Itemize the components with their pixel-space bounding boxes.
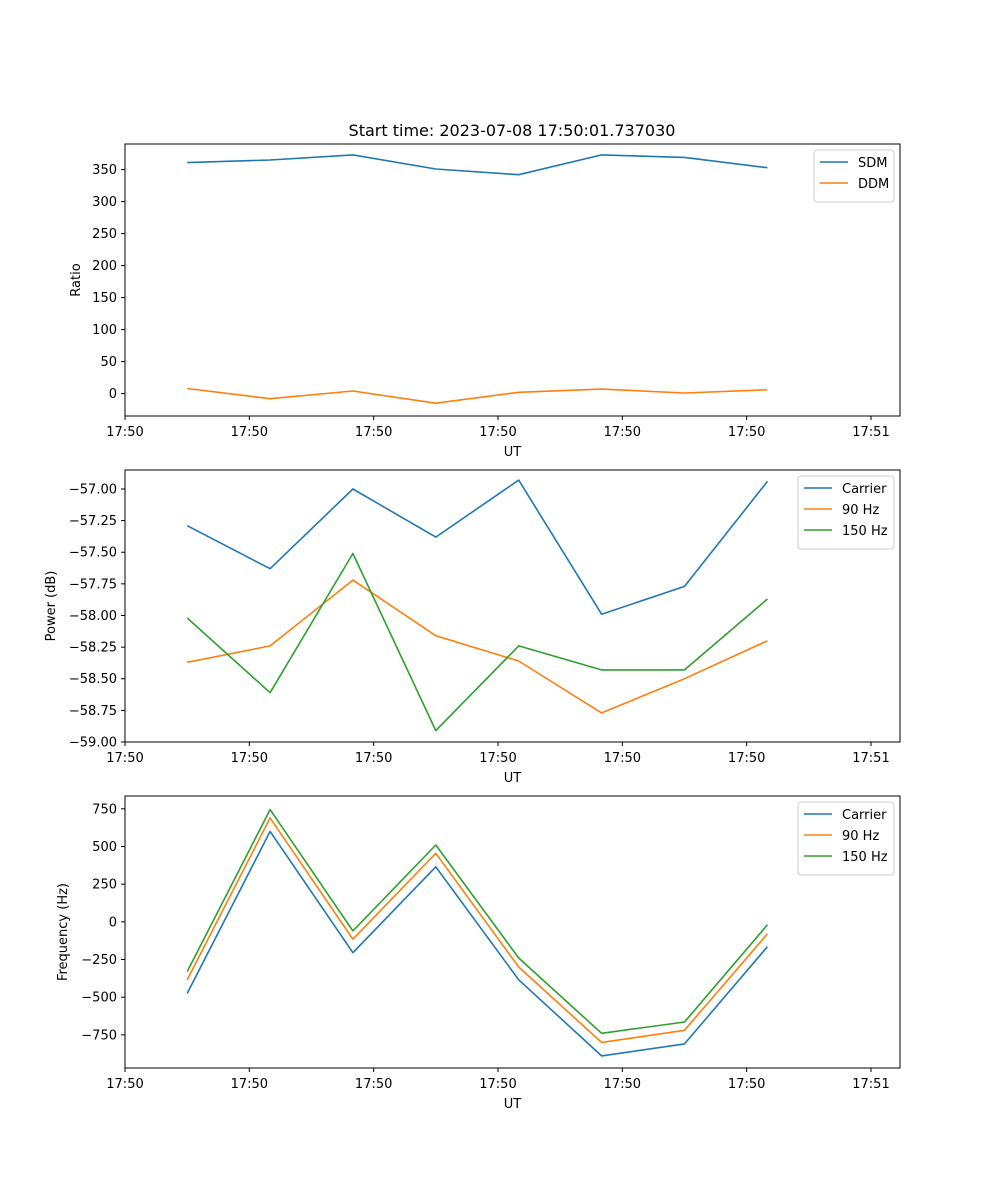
series-line-ddm [187,387,768,405]
y-tick-label: 0 [109,915,117,930]
y-tick-label: 250 [92,227,117,242]
x-tick-label: 17:51 [852,1077,889,1092]
y-tick-label: 0 [109,387,117,402]
axes-frame [124,795,901,1069]
y-tick-label: −58.00 [69,609,117,624]
y-tick-label: −59.00 [69,736,117,751]
x-tick-label: 17:50 [479,751,516,766]
y-tick-label: 100 [92,323,117,338]
y-tick-label: 150 [92,291,117,306]
y-tick-label: 350 [92,163,117,178]
x-tick-label: 17:50 [231,1077,268,1092]
y-tick-label: −57.75 [69,577,117,592]
y-tick-label: 50 [100,355,117,370]
series-line-150-hz [186,552,768,732]
legend-label: Carrier [842,808,887,823]
y-tick-label: 750 [92,802,117,817]
legend: Carrier 90 Hz 150 Hz [797,801,895,876]
panels: 17:50 17:50 17:50 17:50 17:50 17:50 17:51 UT 0 50… [44,143,901,1112]
y-tick-label: −57.50 [69,546,117,561]
x-tick-label: 17:50 [355,751,392,766]
series-line-150-hz [186,808,769,1035]
x-axis-label: UT [504,445,522,460]
x-tick-label: 17:50 [355,425,392,440]
x-tick-label: 17:50 [106,1077,143,1092]
subplot-1: 17:50 17:50 17:50 17:50 17:50 17:50 17:51 UT 0 50… [69,143,901,460]
x-tick-label: 17:50 [231,751,268,766]
y-axis-label: Frequency (Hz) [56,883,71,981]
x-tick-label: 17:51 [852,425,889,440]
series-line-90-hz [187,579,768,714]
legend-label: SDM [858,156,887,171]
legend-label: 90 Hz [842,829,879,844]
series-line-90-hz [186,817,769,1044]
x-tick-label: 17:50 [728,751,765,766]
legend-label: 150 Hz [842,524,888,539]
axes-frame [124,469,901,743]
y-tick-label: −57.00 [69,482,117,497]
y-axis-label: Ratio [69,263,84,296]
x-axis-label: UT [504,771,522,786]
x-tick-label: 17:50 [479,425,516,440]
y-tick-label: −58.75 [69,704,117,719]
y-tick-label: 500 [92,840,117,855]
x-tick-label: 17:50 [106,751,143,766]
x-tick-label: 17:50 [604,1077,641,1092]
x-tick-label: 17:50 [604,751,641,766]
y-tick-label: −250 [81,953,117,968]
legend-label: DDM [858,177,889,192]
y-tick-label: −57.25 [69,514,117,529]
y-axis-label: Power (dB) [44,571,59,642]
x-tick-label: 17:50 [479,1077,516,1092]
x-tick-label: 17:50 [106,425,143,440]
x-tick-label: 17:50 [604,425,641,440]
series-line-sdm [187,154,768,176]
x-tick-label: 17:51 [852,751,889,766]
series-line-carrier [186,479,769,616]
x-tick-label: 17:50 [231,425,268,440]
legend-label: Carrier [842,482,887,497]
legend-box [813,149,895,203]
axes-frame [124,143,901,417]
legend-label: 90 Hz [842,503,879,518]
subplot-3: 17:50 17:50 17:50 17:50 17:50 17:50 17:51 UT −75… [56,795,901,1112]
series-line-carrier [186,830,769,1057]
x-tick-label: 17:50 [728,425,765,440]
legend-label: 150 Hz [842,850,888,865]
y-tick-label: 300 [92,195,117,210]
y-tick-label: 250 [92,878,117,893]
x-tick-label: 17:50 [728,1077,765,1092]
legend: Carrier 90 Hz 150 Hz [797,475,895,550]
legend: SDM DDM [813,149,895,203]
y-tick-label: −58.25 [69,641,117,656]
subplot-2: 17:50 17:50 17:50 17:50 17:50 17:50 17:51 UT −59… [44,469,901,786]
y-tick-label: −500 [81,991,117,1006]
y-tick-label: −750 [81,1028,117,1043]
x-axis-label: UT [504,1097,522,1112]
y-tick-label: 200 [92,259,117,274]
x-tick-label: 17:50 [355,1077,392,1092]
y-tick-label: −58.50 [69,672,117,687]
chart-title: Start time: 2023-07-08 17:50:01.737030 [349,121,676,140]
